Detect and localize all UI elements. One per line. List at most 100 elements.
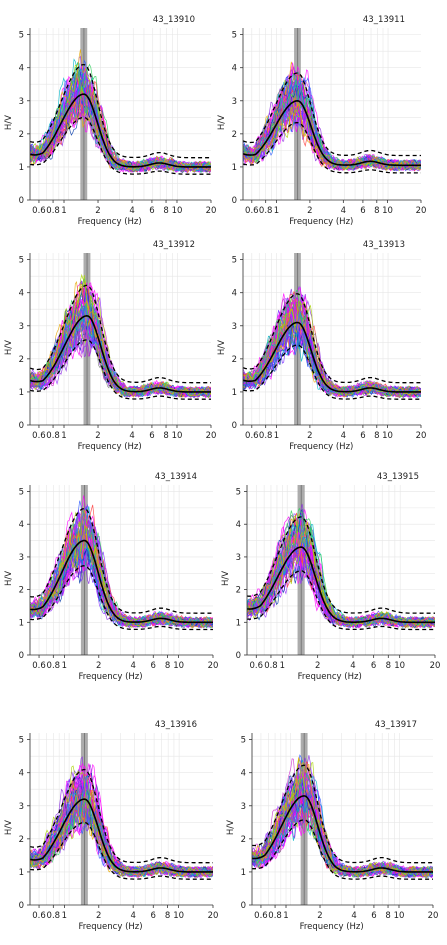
x-axis-label: Frequency (Hz) <box>289 442 353 452</box>
y-tick-label: 4 <box>19 289 24 299</box>
window-curve <box>247 503 435 628</box>
y-axis-label: H/V <box>221 571 231 586</box>
x-tick-label: 4 <box>350 661 355 671</box>
y-tick-label: 5 <box>19 31 24 41</box>
std-lower-curve <box>30 339 211 400</box>
y-tick-label: 0 <box>236 651 241 661</box>
window-curve <box>30 503 213 628</box>
x-tick-label: 4 <box>129 431 134 441</box>
mean-curve <box>243 321 421 393</box>
window-curve <box>243 73 421 170</box>
std-upper-curve <box>252 764 433 864</box>
x-tick-label: 1 <box>283 911 288 921</box>
y-axis-label: H/V <box>4 340 14 355</box>
x-tick-label: 1 <box>62 911 67 921</box>
x-tick-label: 4 <box>129 206 134 216</box>
window-curve <box>252 790 433 877</box>
y-tick-label: 3 <box>19 97 24 107</box>
x-tick-label: 2 <box>307 431 312 441</box>
x-tick-label: 1 <box>274 431 279 441</box>
std-lower-curve <box>30 116 211 175</box>
std-lower-curve <box>243 121 421 174</box>
window-curve <box>243 101 421 171</box>
x-tick-label: 10 <box>382 206 393 216</box>
y-tick-label: 3 <box>236 553 241 563</box>
window-curve <box>30 521 213 628</box>
x-tick-label: 2 <box>96 911 101 921</box>
x-tick-label: 8 <box>385 911 390 921</box>
x-tick-label: 4 <box>341 206 346 216</box>
x-tick-label: 20 <box>430 661 441 671</box>
window-curves <box>243 61 421 172</box>
y-axis-label: H/V <box>226 820 236 835</box>
x-tick-label: 0.6 <box>32 431 46 441</box>
x-axis-label: Frequency (Hz) <box>78 217 142 227</box>
std-lower-curve <box>243 344 421 400</box>
x-tick-label: 6 <box>360 431 365 441</box>
std-upper-curve <box>30 284 211 384</box>
y-tick-label: 0 <box>232 421 237 431</box>
x-tick-label: 2 <box>317 911 322 921</box>
x-tick-label: 0.8 <box>47 661 61 671</box>
std-upper-curve <box>247 516 435 614</box>
panel-title: 43_13911 <box>363 15 405 25</box>
y-tick-label: 3 <box>19 802 24 812</box>
x-tick-label: 10 <box>173 911 184 921</box>
window-curve <box>243 289 421 398</box>
mean-curve <box>30 93 211 168</box>
x-tick-label: 0.8 <box>259 431 273 441</box>
y-axis-label: H/V <box>4 571 14 586</box>
x-tick-label: 2 <box>95 431 100 441</box>
window-curve <box>30 84 211 172</box>
y-tick-label: 0 <box>241 901 246 911</box>
y-tick-label: 4 <box>19 520 24 530</box>
x-tick-label: 6 <box>149 206 154 216</box>
window-curve <box>243 72 421 170</box>
window-curve <box>247 517 435 628</box>
statistics-curves <box>243 293 421 400</box>
window-curve <box>243 303 421 398</box>
x-tick-label: 1 <box>61 206 66 216</box>
y-tick-label: 2 <box>232 130 237 140</box>
y-tick-label: 5 <box>232 31 237 41</box>
x-axis-label: Frequency (Hz) <box>78 442 142 452</box>
y-tick-label: 1 <box>19 618 24 628</box>
y-axis-label: H/V <box>4 115 14 130</box>
std-upper-curve <box>30 63 211 159</box>
std-upper-curve <box>243 293 421 384</box>
y-tick-label: 3 <box>232 97 237 107</box>
y-tick-label: 5 <box>19 736 24 746</box>
y-tick-label: 3 <box>19 553 24 563</box>
std-lower-curve <box>30 565 213 631</box>
std-upper-curve <box>30 507 213 614</box>
y-tick-label: 2 <box>241 835 246 845</box>
y-tick-label: 0 <box>19 651 24 661</box>
window-curve <box>30 278 211 398</box>
std-upper-curve <box>243 72 421 157</box>
x-tick-label: 1 <box>61 431 66 441</box>
window-curve <box>243 76 421 172</box>
x-tick-label: 2 <box>307 206 312 216</box>
window-curve <box>30 780 213 878</box>
std-lower-curve <box>30 821 213 880</box>
x-tick-label: 2 <box>315 661 320 671</box>
x-tick-label: 20 <box>208 911 219 921</box>
x-tick-label: 6 <box>151 911 156 921</box>
mean-curve <box>30 314 211 393</box>
std-lower-curve <box>252 819 433 880</box>
panel-title: 43_13917 <box>375 720 417 730</box>
x-tick-label: 0.8 <box>46 206 60 216</box>
x-tick-label: 0.8 <box>264 661 278 671</box>
x-tick-label: 0.8 <box>47 911 61 921</box>
statistics-curves <box>247 516 435 631</box>
x-axis-label: Frequency (Hz) <box>78 672 142 682</box>
y-tick-label: 2 <box>19 355 24 365</box>
y-tick-label: 5 <box>232 256 237 266</box>
x-tick-label: 20 <box>416 206 427 216</box>
